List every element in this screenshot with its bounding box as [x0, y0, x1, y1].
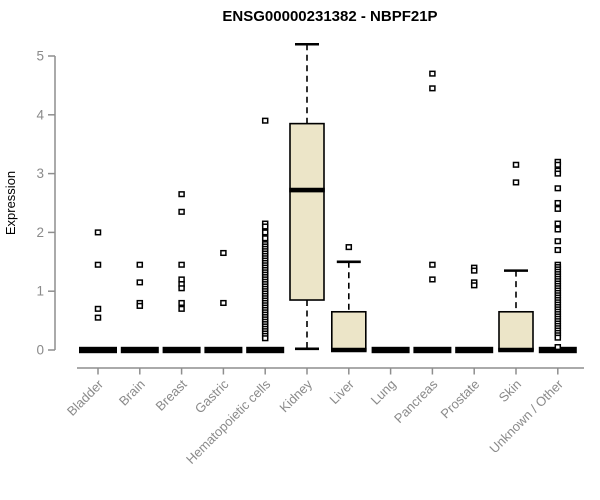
- box-group-unknown-other: [538, 158, 577, 354]
- collapsed-box: [413, 346, 452, 354]
- box-group-breast: [162, 191, 201, 354]
- outlier-point: [429, 70, 436, 77]
- category-label: Pancreas: [391, 376, 441, 426]
- outlier-point: [94, 229, 102, 236]
- category-label: Lung: [368, 377, 399, 408]
- outlier-point: [554, 334, 562, 341]
- collapsed-box: [120, 346, 159, 354]
- collapsed-box: [371, 346, 410, 354]
- box-group-brain: [120, 261, 159, 354]
- outlier-point: [178, 191, 185, 198]
- outlier-point: [94, 305, 102, 312]
- outlier-point: [429, 85, 436, 92]
- category-label: Kidney: [276, 376, 315, 415]
- outlier-point: [512, 161, 520, 168]
- outlier-point: [94, 261, 102, 268]
- collapsed-box: [162, 346, 201, 354]
- outlier-point: [136, 302, 144, 309]
- box-group-bladder: [79, 229, 117, 354]
- y-tick-label: 4: [36, 107, 44, 122]
- outlier-point: [554, 199, 562, 207]
- outlier-point: [554, 246, 562, 254]
- y-tick-label: 1: [36, 284, 44, 299]
- box-group-lung: [371, 346, 410, 354]
- outlier-point: [178, 208, 185, 215]
- outlier-point: [178, 299, 185, 307]
- y-tick-label: 5: [36, 49, 44, 64]
- iqr-box: [289, 122, 325, 301]
- category-label: Skin: [496, 377, 524, 405]
- outlier-point: [261, 223, 269, 230]
- iqr-box: [330, 310, 367, 351]
- chart-title: ENSG00000231382 - NBPF21P: [222, 8, 437, 25]
- box-group-skin: [498, 161, 534, 353]
- outlier-point: [554, 170, 562, 177]
- box-group-prostate: [455, 264, 494, 354]
- iqr-box: [498, 310, 534, 351]
- outlier-point: [554, 220, 562, 227]
- outlier-point: [178, 285, 185, 292]
- outlier-point: [345, 244, 353, 251]
- outlier-point: [554, 185, 562, 192]
- y-tick-label: 2: [36, 225, 44, 240]
- box-group-liver: [330, 244, 367, 353]
- outlier-point: [429, 261, 436, 268]
- category-label: Brain: [116, 377, 148, 409]
- outlier-point: [554, 205, 562, 212]
- outlier-point: [554, 226, 562, 233]
- box-group-kidney: [289, 42, 325, 351]
- outlier-point: [136, 279, 144, 286]
- outlier-point: [178, 305, 185, 312]
- outlier-point: [470, 282, 478, 289]
- category-label: Prostate: [437, 377, 482, 422]
- outlier-point: [429, 276, 436, 283]
- collapsed-box: [79, 346, 117, 354]
- category-label: Liver: [326, 376, 357, 407]
- outlier-point: [470, 267, 478, 274]
- y-axis-label: Expression: [3, 171, 18, 235]
- collapsed-box: [246, 346, 285, 354]
- category-label: Breast: [153, 376, 190, 413]
- collapsed-box: [455, 346, 494, 354]
- outlier-point: [178, 261, 185, 268]
- outlier-point: [136, 261, 144, 268]
- outlier-point: [554, 344, 562, 351]
- outlier-point: [261, 235, 269, 242]
- category-label: Unknown / Other: [486, 376, 566, 456]
- collapsed-box: [204, 346, 243, 354]
- outlier-point: [94, 314, 102, 321]
- outlier-point: [220, 299, 227, 307]
- outlier-point: [261, 117, 269, 124]
- category-label: Gastric: [192, 376, 232, 416]
- outlier-point: [220, 249, 227, 257]
- y-tick-label: 3: [36, 166, 44, 181]
- category-label: Bladder: [64, 376, 107, 419]
- outlier-point: [554, 161, 562, 168]
- outlier-point: [178, 276, 185, 283]
- outlier-point: [261, 229, 269, 236]
- y-tick-label: 0: [36, 343, 44, 358]
- box-group-gastric: [204, 249, 243, 354]
- outlier-point: [261, 335, 269, 342]
- box-group-hematopoietic-cells: [246, 117, 285, 354]
- outlier-point: [554, 238, 562, 245]
- box-group-pancreas: [413, 70, 452, 354]
- outlier-point: [512, 179, 520, 186]
